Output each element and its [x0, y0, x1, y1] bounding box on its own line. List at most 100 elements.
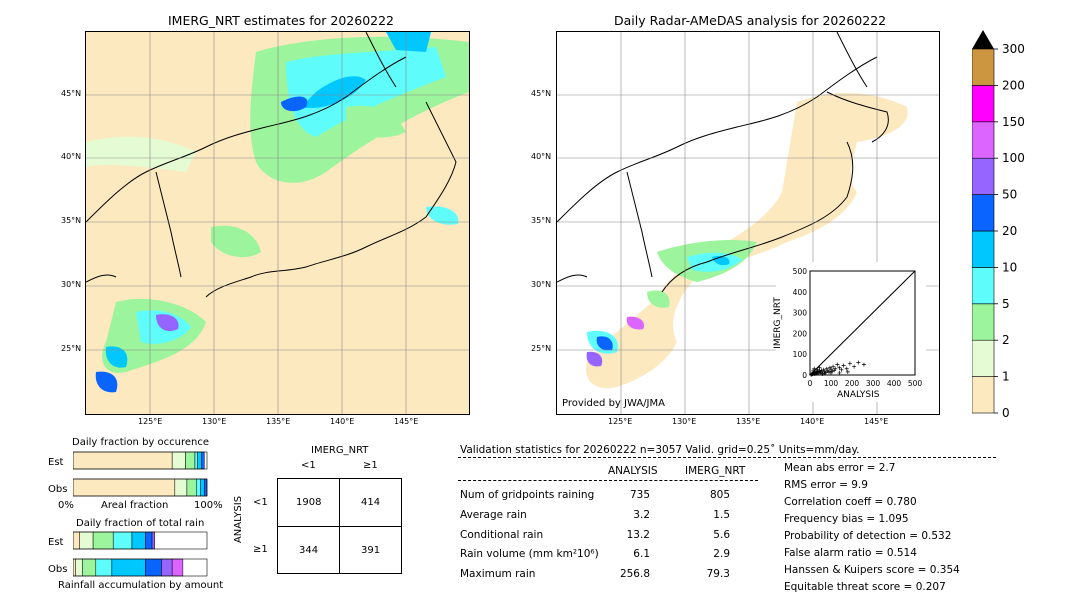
colorbar-label: 1 [1002, 370, 1010, 384]
left-lat-label-40: 40°N [61, 152, 82, 161]
fraction-bar-outline [73, 451, 208, 470]
left-lat-label-45: 45°N [61, 89, 82, 98]
validation-row-imerg: 805 [709, 489, 730, 501]
fraction-segment [73, 558, 76, 577]
colorbar-block [971, 376, 995, 414]
right-lat-label-25: 25°N [531, 344, 552, 353]
validation-table-rule [458, 480, 758, 481]
rainfrac-xlabel: Rainfall accumulation by amount [58, 580, 224, 591]
contingency-col-ge1: ≥1 [363, 460, 378, 471]
scatter-x-tick: 100 [824, 379, 839, 388]
scatter-point [837, 370, 842, 375]
fraction-segment [145, 558, 162, 577]
left-map-canvas [86, 32, 469, 414]
scatter-point [822, 371, 827, 376]
colorbar: 0 1 2 5 10 20 50 100 150 200 300 [971, 30, 1032, 420]
right-lon-label-135: 135°E [736, 417, 761, 426]
scatter-point [819, 368, 824, 373]
colorbar-canvas: 0 1 2 5 10 20 50 100 150 200 300 [971, 30, 1025, 420]
score-line: Probability of detection = 0.532 [784, 530, 952, 542]
scatter-y-tick: 200 [793, 329, 808, 338]
contingency-cell-11: 391 [361, 545, 381, 556]
colorbar-block [971, 303, 995, 341]
fraction-segment [200, 478, 205, 497]
fraction-segment [145, 531, 153, 550]
score-line: False alarm ratio = 0.514 [784, 547, 917, 559]
occurrence-est-label: Est [48, 457, 64, 468]
scatter-point [831, 364, 836, 369]
right-lat-label-45: 45°N [531, 89, 552, 98]
left-map[interactable] [85, 31, 470, 415]
colorbar-label: 150 [1002, 115, 1025, 129]
contingency-col-lt1: <1 [301, 460, 316, 471]
scatter-point [815, 367, 820, 372]
validation-row-analysis: 6.1 [633, 548, 650, 560]
scatter-point [847, 361, 852, 366]
scatter-x-tick: 200 [845, 379, 860, 388]
occurrence-title: Daily fraction by occurence [72, 437, 210, 448]
rainfrac-est-label: Est [48, 537, 64, 548]
colorbar-block [971, 157, 995, 195]
scatter-point [844, 366, 849, 371]
colorbar-block [971, 267, 995, 305]
right-map-rain [586, 92, 908, 389]
fraction-segment [73, 451, 173, 470]
contingency-header: IMERG_NRT [311, 445, 369, 456]
contingency-cell-10: 344 [299, 545, 319, 556]
scatter-y-tick: 500 [793, 267, 808, 276]
scatter-y-tick: 100 [793, 350, 808, 359]
left-lon-label-140: 140°E [330, 417, 355, 426]
rainfrac-chart [73, 531, 208, 577]
scatter-ylabel: IMERG_NRT [772, 297, 783, 349]
scatter-point [811, 368, 816, 373]
contingency-cell-00: 1908 [296, 497, 322, 508]
fraction-segment [92, 531, 114, 550]
left-lon-label-145: 145°E [394, 417, 419, 426]
colorbar-label: 0 [1002, 406, 1010, 420]
scatter-point [845, 369, 850, 374]
fraction-segment [174, 478, 188, 497]
validation-row-analysis: 735 [629, 489, 650, 501]
contingency-row-header: ANALYSIS [233, 495, 245, 544]
left-lat-label-35: 35°N [61, 216, 82, 225]
validation-row-analysis: 256.8 [619, 568, 650, 580]
colorbar-extend-triangle [972, 30, 994, 49]
contingency-grid: 1908 414 344 391 [277, 478, 402, 574]
fraction-segment [201, 451, 205, 470]
scatter-x-tick: 300 [866, 379, 881, 388]
validation-row-analysis: 3.2 [633, 509, 650, 521]
validation-row-analysis: 13.2 [626, 529, 650, 541]
colorbar-label: 5 [1002, 297, 1010, 311]
validation-row-label: Average rain [460, 509, 527, 521]
scatter-point [820, 371, 825, 376]
fraction-segment [161, 558, 173, 577]
left-lon-label-125: 125°E [138, 417, 163, 426]
validation-row-label: Maximum rain [460, 568, 536, 580]
scatter-point [839, 367, 844, 372]
scatter-point [852, 364, 857, 369]
score-line: Hanssen & Kuipers score = 0.354 [784, 564, 960, 576]
fraction-bar-outline [73, 531, 208, 550]
scatter-point [835, 362, 840, 367]
scatter-point [856, 360, 861, 365]
colorbar-block [971, 339, 995, 377]
scatter-y-tick: 300 [793, 309, 808, 318]
scatter-point [861, 362, 866, 367]
fraction-segment [79, 531, 94, 550]
fraction-segment [95, 558, 113, 577]
scatter-point [829, 367, 833, 372]
map-credit: Provided by JWA/JMA [562, 398, 665, 409]
fraction-bar-outline [73, 558, 208, 577]
occurrence-x-max: 100% [194, 500, 223, 511]
right-map-canvas [557, 32, 939, 414]
validation-row-imerg: 5.6 [713, 529, 730, 541]
validation-row-label: Num of gridpoints raining [460, 489, 595, 501]
fraction-segment [197, 451, 202, 470]
left-lon-label-130: 130°E [202, 417, 227, 426]
rainfrac-obs-label: Obs [48, 564, 68, 575]
validation-col-imerg: IMERG_NRT [685, 465, 746, 477]
left-lat-label-30: 30°N [61, 280, 82, 289]
fraction-segment [185, 451, 196, 470]
fraction-segment [186, 478, 197, 497]
left-map-coastline [86, 32, 457, 298]
